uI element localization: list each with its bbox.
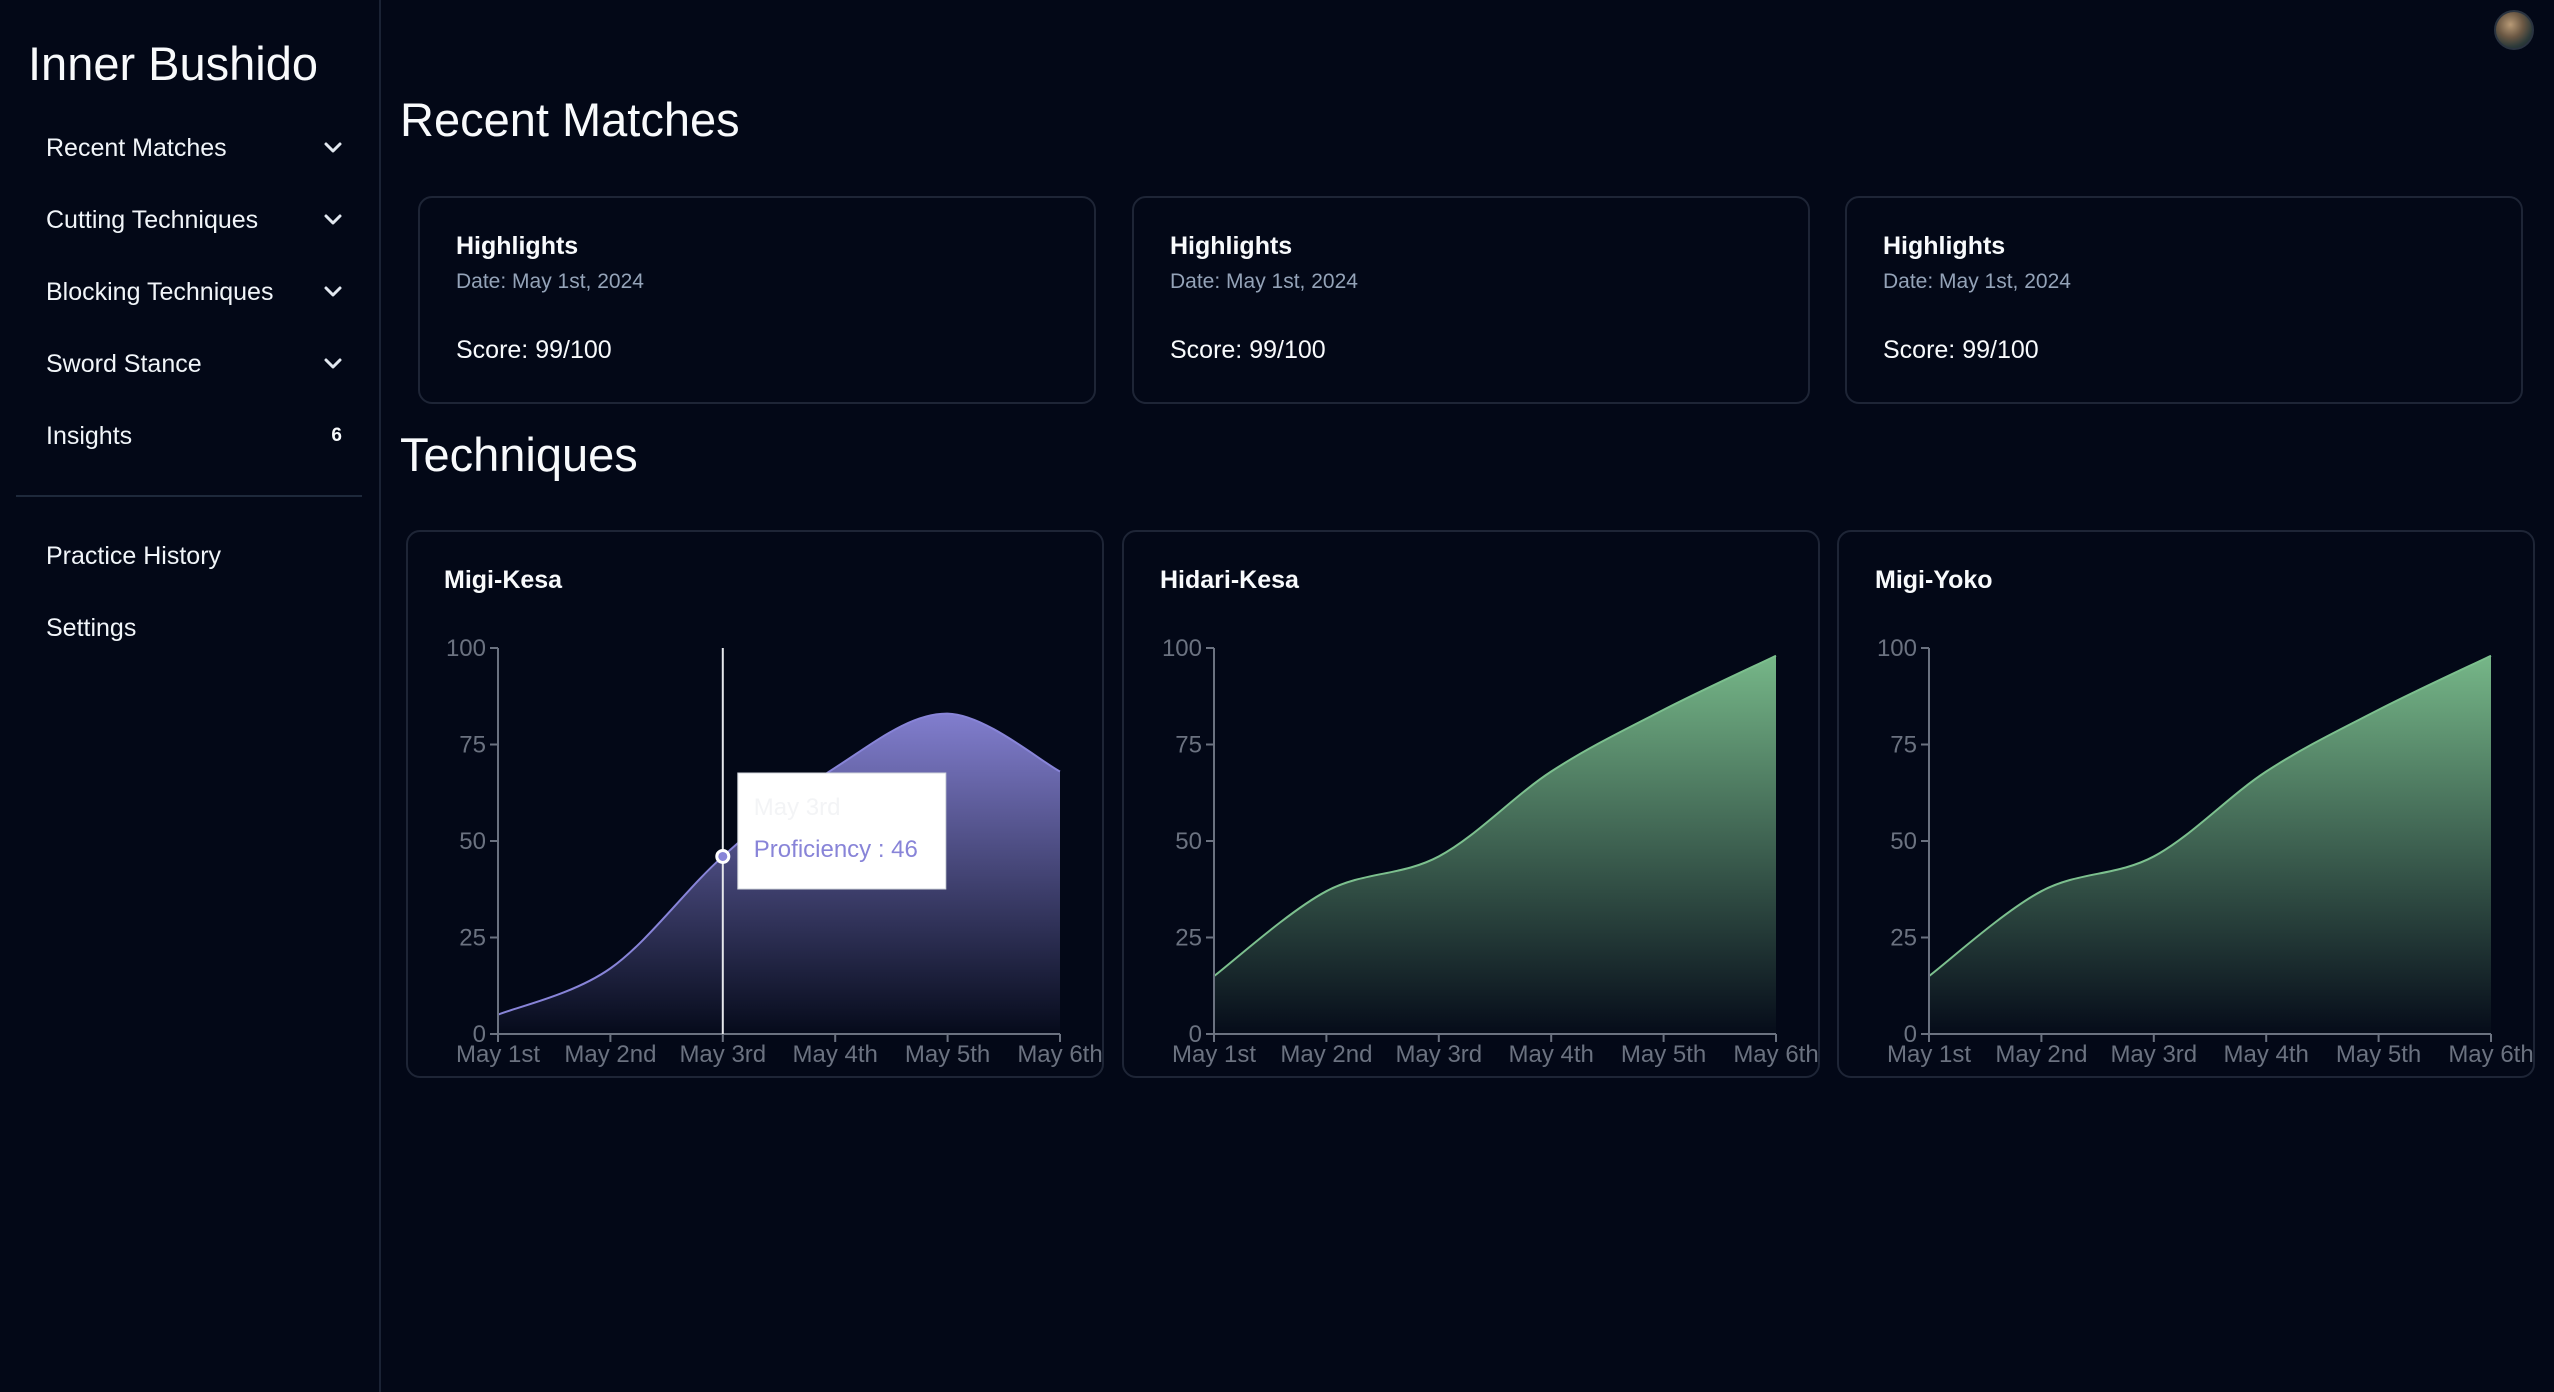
- x-tick-label: May 2nd: [1280, 1041, 1372, 1068]
- techniques-title: Techniques: [400, 428, 638, 481]
- chevron-down-icon: [320, 135, 346, 161]
- chart-line: [1213, 654, 1777, 977]
- chart-title: Migi-Kesa: [444, 566, 563, 594]
- sidebar-item-sword-stance[interactable]: Sword Stance: [46, 336, 346, 392]
- x-tick-label: May 6th: [1733, 1041, 1818, 1068]
- x-tick-label: May 5th: [905, 1041, 990, 1068]
- x-tick-label: May 3rd: [679, 1041, 766, 1068]
- area-chart-hidari-kesa[interactable]: 0 25 50 75 100 May 1st May 2nd May 3rd May 4th Ma…: [1124, 532, 1822, 1080]
- sidebar-item-label: Recent Matches: [46, 133, 227, 162]
- technique-card-migi-yoko: Migi-Yoko 0 25 50 75 100 May 1st May 2nd May 3r…: [1837, 530, 2535, 1078]
- match-card-score: Score: 99/100: [456, 336, 612, 364]
- y-tick-label: 0: [1189, 1021, 1202, 1048]
- x-tick-label: May 6th: [1017, 1041, 1102, 1068]
- y-tick-label: 100: [1877, 635, 1917, 662]
- y-tick-label: 100: [1162, 635, 1202, 662]
- sidebar-item-blocking-techniques[interactable]: Blocking Techniques: [46, 264, 346, 320]
- match-card-title: Highlights: [456, 232, 579, 260]
- x-tick-label: May 4th: [1509, 1041, 1594, 1068]
- y-tick-label: 75: [459, 732, 486, 759]
- y-tick-label: 0: [473, 1021, 486, 1048]
- sidebar-item-label: Sword Stance: [46, 349, 202, 378]
- y-tick-label: 0: [1904, 1021, 1917, 1048]
- tooltip-box: [737, 772, 947, 890]
- x-tick-label: May 1st: [1887, 1041, 1971, 1068]
- chevron-down-icon: [320, 351, 346, 377]
- x-tick-label: May 2nd: [564, 1041, 656, 1068]
- chart-title: Hidari-Kesa: [1160, 566, 1299, 594]
- sidebar-item-label: Practice History: [46, 541, 222, 570]
- x-tick-label: May 4th: [793, 1041, 878, 1068]
- sidebar-item-label: Settings: [46, 613, 137, 642]
- tooltip-label: May 3rd: [754, 794, 841, 821]
- y-tick-label: 50: [1890, 828, 1917, 855]
- y-tick-label: 50: [1175, 828, 1202, 855]
- technique-card-migi-kesa: Migi-Kesa 0 25 50 75 100 May 1st May 2nd May 3r…: [406, 530, 1104, 1078]
- tooltip-value: Proficiency : 46: [754, 836, 918, 863]
- area-chart-migi-kesa[interactable]: 0 25 50 75 100 May 1st May 2nd May 3rd May 4th Ma…: [408, 532, 1106, 1080]
- chevron-down-icon: [320, 279, 346, 305]
- x-tick-label: May 5th: [2336, 1041, 2421, 1068]
- match-card[interactable]: Highlights Date: May 1st, 2024 Score: 99…: [1845, 196, 2523, 404]
- match-card-date: Date: May 1st, 2024: [1883, 270, 2071, 293]
- x-tick-label: May 1st: [1172, 1041, 1256, 1068]
- match-card-date: Date: May 1st, 2024: [456, 270, 644, 293]
- y-tick-label: 75: [1175, 732, 1202, 759]
- x-tick-label: May 1st: [456, 1041, 540, 1068]
- y-tick-label: 75: [1890, 732, 1917, 759]
- sidebar-item-practice-history[interactable]: Practice History: [46, 528, 346, 584]
- match-card-title: Highlights: [1170, 232, 1293, 260]
- match-card-score: Score: 99/100: [1170, 336, 1326, 364]
- sidebar-item-settings[interactable]: Settings: [46, 600, 346, 656]
- chart-title: Migi-Yoko: [1875, 566, 1993, 594]
- match-card-date: Date: May 1st, 2024: [1170, 270, 1358, 293]
- y-tick-label: 25: [459, 925, 486, 952]
- sidebar-item-cutting-techniques[interactable]: Cutting Techniques: [46, 192, 346, 248]
- y-tick-label: 100: [446, 635, 486, 662]
- sidebar-item-insights[interactable]: Insights 6: [46, 408, 346, 464]
- x-tick-label: May 3rd: [2110, 1041, 2197, 1068]
- x-tick-label: May 4th: [2224, 1041, 2309, 1068]
- sidebar-item-recent-matches[interactable]: Recent Matches: [46, 120, 346, 176]
- chevron-down-icon: [320, 207, 346, 233]
- sidebar-item-label: Blocking Techniques: [46, 277, 274, 306]
- match-card[interactable]: Highlights Date: May 1st, 2024 Score: 99…: [1132, 196, 1810, 404]
- technique-card-hidari-kesa: Hidari-Kesa 0 25 50 75 100 May 1st May 2nd May …: [1122, 530, 1820, 1078]
- match-card[interactable]: Highlights Date: May 1st, 2024 Score: 99…: [418, 196, 1096, 404]
- y-tick-label: 25: [1175, 925, 1202, 952]
- active-dot: [715, 848, 731, 864]
- y-tick-label: 25: [1890, 925, 1917, 952]
- recent-matches-title: Recent Matches: [400, 93, 740, 146]
- sidebar-item-label: Cutting Techniques: [46, 205, 259, 234]
- sidebar-divider: [16, 495, 362, 497]
- x-tick-label: May 5th: [1621, 1041, 1706, 1068]
- x-tick-label: May 6th: [2448, 1041, 2533, 1068]
- app-title: Inner Bushido: [28, 37, 319, 90]
- avatar[interactable]: [2494, 10, 2534, 50]
- sidebar: Inner Bushido Recent Matches Cutting Tec…: [0, 0, 381, 1392]
- y-tick-label: 50: [459, 828, 486, 855]
- match-card-title: Highlights: [1883, 232, 2006, 260]
- match-card-score: Score: 99/100: [1883, 336, 2039, 364]
- insights-count-badge: 6: [331, 425, 342, 446]
- area-chart-migi-yoko[interactable]: 0 25 50 75 100 May 1st May 2nd May 3rd May 4th Ma…: [1839, 532, 2537, 1080]
- chart-area: [1929, 655, 2491, 1034]
- chart-line: [1928, 654, 2492, 977]
- sidebar-item-label: Insights: [46, 421, 133, 450]
- x-tick-label: May 2nd: [1995, 1041, 2087, 1068]
- chart-area: [1214, 655, 1776, 1034]
- x-tick-label: May 3rd: [1395, 1041, 1482, 1068]
